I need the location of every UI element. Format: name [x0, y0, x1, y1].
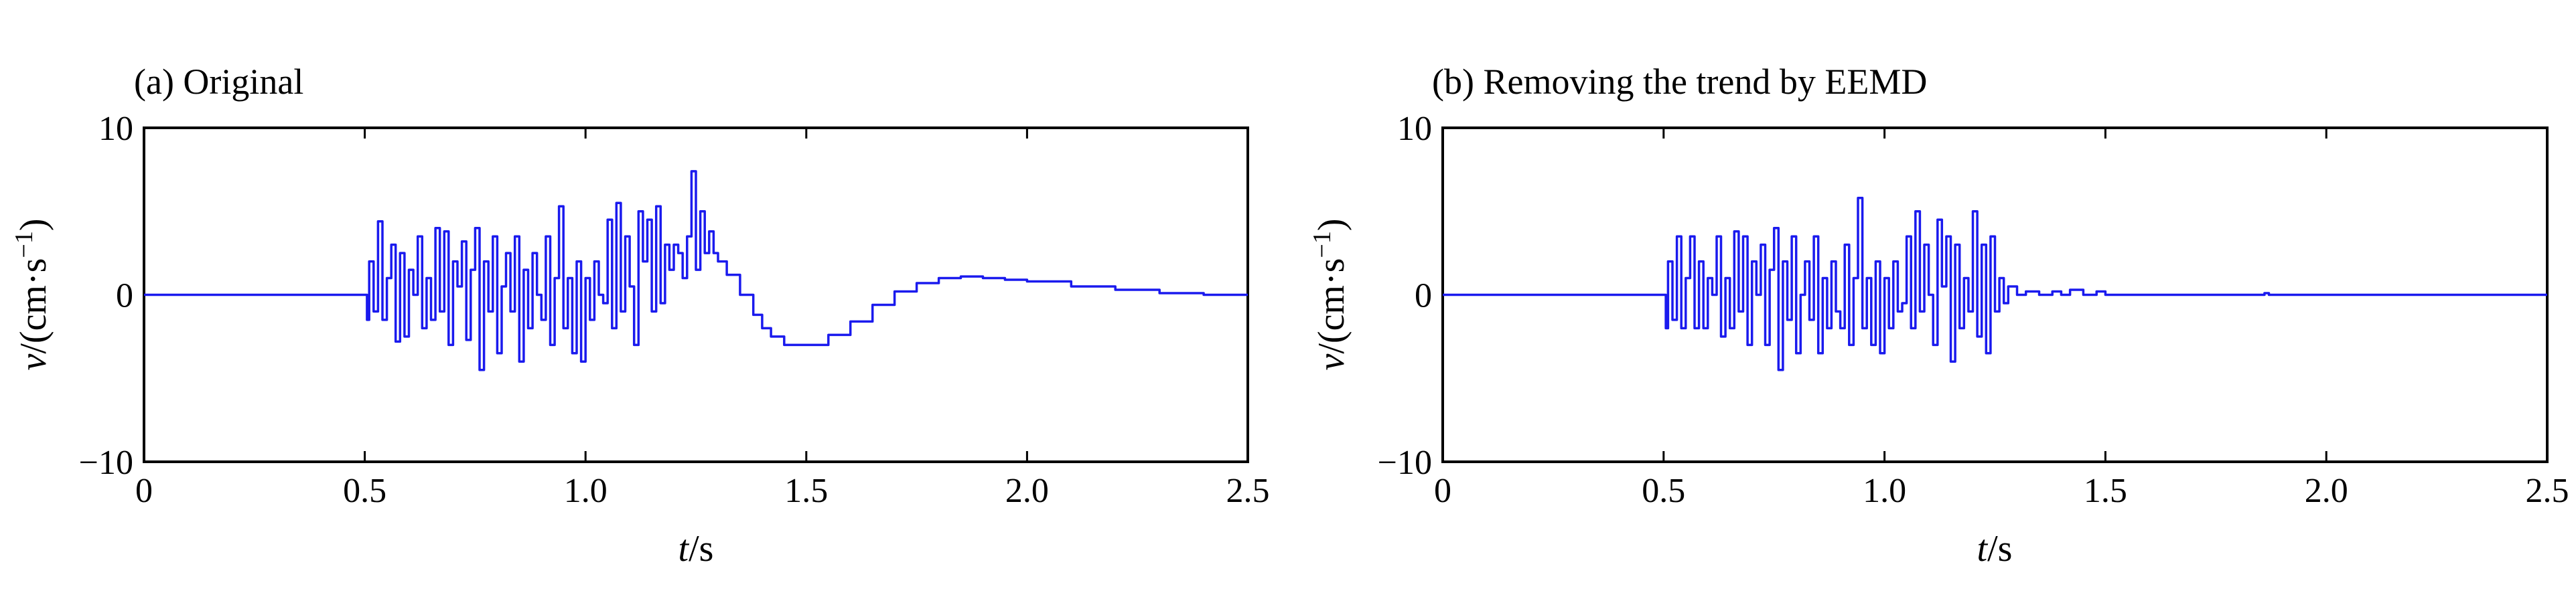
panel-b-y-tick-label: 10 [1397, 110, 1432, 148]
panel-b-x-tick-label: 0 [1434, 472, 1451, 510]
panel-a-x-tick-label: 1.5 [784, 472, 828, 510]
panel-a-x-tick-label: 2.5 [1226, 472, 1270, 510]
panel-a-y-tick-label: −10 [79, 444, 133, 482]
panel-a-x-ticks: 0 0.5 1.0 1.5 2.0 2.5 [135, 128, 1270, 510]
panel-b-x-tick-label: 1.0 [1863, 472, 1906, 510]
panel-b-x-tick-label: 0.5 [1642, 472, 1685, 510]
panel-a-title: (a) Original [134, 62, 303, 102]
panel-b-y-tick-label: 0 [1415, 277, 1432, 315]
panel-b-x-axis-label: t/s [1977, 528, 2013, 570]
panel-a-y-tick-label: 0 [116, 277, 133, 315]
panel-a-x-tick-label: 0 [135, 472, 153, 510]
panel-b: (b) Removing the trend by EEMD 0 0.5 1.0 1.… [1308, 62, 2569, 570]
panel-a-y-tick-label: 10 [98, 110, 133, 148]
panel-a-y-ticks: 10 0 −10 [79, 110, 1248, 482]
panel-b-y-tick-label: −10 [1378, 444, 1432, 482]
panel-a-x-tick-label: 0.5 [343, 472, 386, 510]
panel-a-x-tick-label: 1.0 [564, 472, 607, 510]
panel-b-x-tick-label: 2.0 [2305, 472, 2348, 510]
panel-a-velocity-line [144, 170, 1248, 371]
panel-a: (a) Original 0 0.5 1.0 1.5 2.0 2.5 100−10 t/s… [10, 62, 1270, 570]
panel-b-x-tick-label: 1.5 [2084, 472, 2127, 510]
panel-a-x-axis-label: t/s [678, 528, 714, 570]
panel-b-x-ticks: 0 0.5 1.0 1.5 2.0 2.5 [1434, 128, 2569, 510]
panel-a-y-axis-label: v/(cm·s−1) [10, 218, 54, 370]
panel-b-title: (b) Removing the trend by EEMD [1432, 62, 1927, 102]
panel-a-x-tick-label: 2.0 [1005, 472, 1049, 510]
panel-b-y-axis-label: v/(cm·s−1) [1308, 218, 1352, 370]
panel-b-y-ticks: 10 0 −10 [1378, 110, 2547, 482]
panel-b-velocity-line [1443, 197, 2547, 371]
panel-b-x-tick-label: 2.5 [2526, 472, 2569, 510]
